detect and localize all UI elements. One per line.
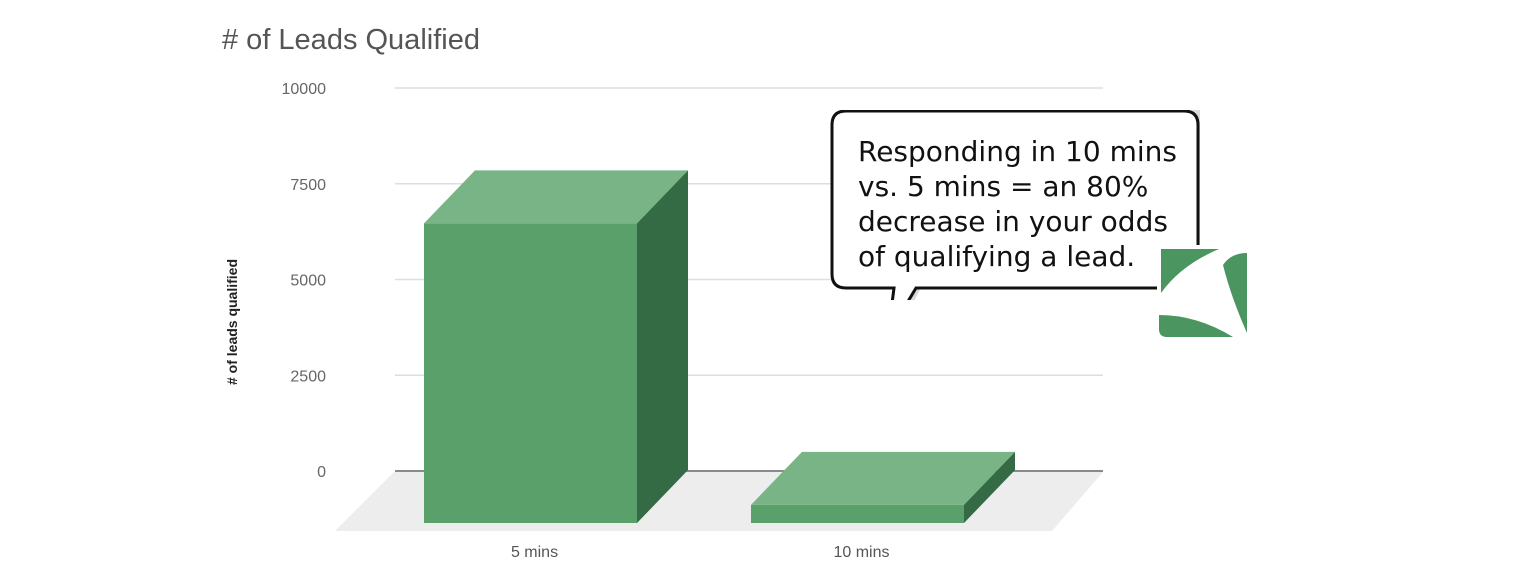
y-tick-label: 5000 [290, 273, 326, 290]
brand-logo-icon [1157, 245, 1249, 338]
x-tick-label: 5 mins [511, 544, 558, 561]
bar [424, 170, 688, 523]
callout-outline [830, 110, 1200, 300]
bar-front [424, 223, 637, 523]
chart-title: # of Leads Qualified [222, 24, 480, 56]
bar-front [751, 504, 964, 523]
callout-line: Responding in 10 mins [858, 135, 1177, 168]
x-tick-label: 10 mins [833, 544, 889, 561]
y-tick-label: 7500 [290, 177, 326, 194]
y-tick-label: 2500 [290, 368, 326, 385]
bar-side [637, 170, 688, 523]
callout-line: decrease in your odds [858, 205, 1168, 238]
y-tick-label: 0 [317, 464, 326, 481]
bar [751, 451, 1015, 523]
y-tick-label: 10000 [282, 81, 327, 98]
callout-text: Responding in 10 mins vs. 5 mins = an 80… [858, 134, 1188, 274]
callout-line: vs. 5 mins = an 80% [858, 170, 1149, 203]
bar-side [964, 451, 1015, 523]
bar-top [424, 170, 688, 224]
callout-line: of qualifying a lead. [858, 240, 1136, 273]
bar-top [751, 451, 1015, 505]
callout-bubble [830, 110, 1200, 300]
